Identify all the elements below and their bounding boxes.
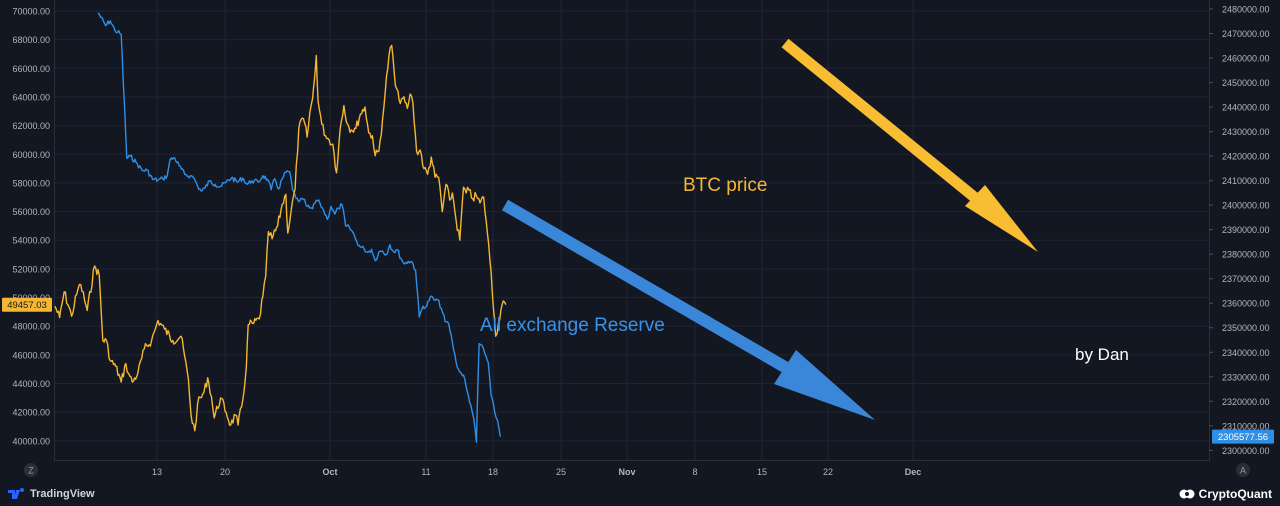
cryptoquant-brand[interactable]: CryptoQuant [1179, 485, 1272, 503]
btc-price-annotation: BTC price [683, 175, 767, 196]
x-tick-label: Dec [905, 467, 922, 477]
reserve-annotation: All exchange Reserve [480, 315, 665, 336]
tradingview-logo-icon [8, 488, 24, 499]
grid-lines [54, 10, 1210, 442]
left-tick-label: 66000.00 [12, 64, 50, 74]
reserve-current-value: 2305577.56 [1218, 432, 1268, 443]
btc-current-value: 49457.03 [7, 300, 47, 311]
tradingview-label: TradingView [30, 488, 95, 500]
chart-background [0, 0, 1280, 482]
right-tick-label: 2450000.00 [1222, 78, 1270, 88]
cryptoquant-label: CryptoQuant [1198, 487, 1272, 501]
left-tick-label: 42000.00 [12, 408, 50, 418]
left-tick-label: 56000.00 [12, 207, 50, 217]
left-tick-label: 54000.00 [12, 236, 50, 246]
x-tick-label: 15 [757, 467, 767, 477]
right-tick-label: 2460000.00 [1222, 54, 1270, 64]
right-tick-label: 2420000.00 [1222, 152, 1270, 162]
x-tick-label: 20 [220, 467, 230, 477]
x-tick-label: Oct [322, 467, 337, 477]
left-axis-mode-button[interactable]: Z [24, 463, 38, 477]
left-axis-mode-label: Z [28, 466, 34, 476]
left-tick-label: 58000.00 [12, 178, 50, 188]
left-tick-label: 64000.00 [12, 92, 50, 102]
left-tick-label: 52000.00 [12, 264, 50, 274]
left-tick-label: 70000.00 [12, 7, 50, 17]
right-tick-label: 2370000.00 [1222, 274, 1270, 284]
right-tick-label: 2300000.00 [1222, 446, 1270, 456]
left-tick-label: 60000.00 [12, 150, 50, 160]
left-tick-label: 68000.00 [12, 35, 50, 45]
x-tick-label: Nov [618, 467, 635, 477]
right-tick-label: 2390000.00 [1222, 225, 1270, 235]
x-tick-label: 22 [823, 467, 833, 477]
left-tick-label: 40000.00 [12, 436, 50, 446]
chart-canvas: 40000.00 42000.00 44000.00 46000.00 48000.00… [0, 0, 1280, 482]
left-tick-label: 48000.00 [12, 322, 50, 332]
series-line-btc [54, 44, 507, 432]
x-tick-label: 8 [692, 467, 697, 477]
right-tick-label: 2400000.00 [1222, 201, 1270, 211]
x-grid-lines [156, 0, 914, 460]
author-annotation: by Dan [1075, 345, 1129, 364]
footer-bar: TradingView CryptoQuant [0, 482, 1280, 506]
right-tick-label: 2310000.00 [1222, 421, 1270, 431]
tradingview-brand[interactable]: TradingView [8, 486, 95, 502]
x-tick-label: 18 [488, 467, 498, 477]
btc-trend-arrow [781, 38, 1038, 252]
btc-current-value-badge: 49457.03 [2, 297, 52, 312]
x-tick-label: 13 [152, 467, 162, 477]
right-tick-label: 2330000.00 [1222, 372, 1270, 382]
cryptoquant-logo-icon [1179, 489, 1195, 499]
right-tick-label: 2350000.00 [1222, 323, 1270, 333]
right-tick-label: 2340000.00 [1222, 348, 1270, 358]
right-axis-ticks: 2300000.00 2310000.00 2320000.00 2330000.00… [1209, 5, 1270, 456]
reserve-trend-arrow [501, 199, 875, 420]
x-tick-label: 11 [421, 467, 430, 477]
series-line-reserve [97, 12, 501, 443]
right-tick-label: 2410000.00 [1222, 176, 1270, 186]
time-axis-ticks: 13 20 Oct 11 18 25 Nov 8 15 22 Dec [152, 467, 921, 477]
right-axis-mode-label: A [1240, 466, 1246, 476]
reserve-current-value-badge: 2305577.56 [1212, 429, 1274, 444]
left-tick-label: 46000.00 [12, 350, 50, 360]
right-tick-label: 2430000.00 [1222, 127, 1270, 137]
right-tick-label: 2360000.00 [1222, 299, 1270, 309]
left-tick-label: 62000.00 [12, 121, 50, 131]
x-tick-label: 25 [556, 467, 566, 477]
left-axis-ticks: 40000.00 42000.00 44000.00 46000.00 48000.00… [12, 7, 50, 447]
right-tick-label: 2440000.00 [1222, 103, 1270, 113]
right-tick-label: 2480000.00 [1222, 5, 1270, 15]
right-tick-label: 2470000.00 [1222, 29, 1270, 39]
right-axis-mode-button[interactable]: A [1236, 463, 1250, 477]
right-tick-label: 2320000.00 [1222, 397, 1270, 407]
right-tick-label: 2380000.00 [1222, 250, 1270, 260]
left-tick-label: 44000.00 [12, 379, 50, 389]
